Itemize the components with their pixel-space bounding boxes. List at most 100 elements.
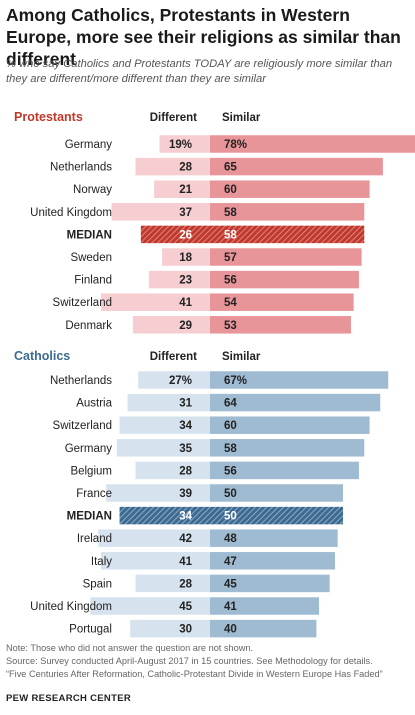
brand-logo: PEW RESEARCH CENTER [6,693,131,704]
france-different-bar [106,484,210,502]
sweden-category-label: Sweden [70,252,112,264]
switzerland-different-bar [119,416,210,434]
france-similar-value: 50 [224,488,237,500]
belgium-category-label: Belgium [70,465,112,477]
ireland-different-bar [98,529,210,547]
median-similar-value: 58 [224,229,237,241]
finland-different-value: 23 [179,275,192,287]
switzerland-category-label: Switzerland [53,420,112,432]
denmark-similar-bar [210,316,351,334]
similar-column-header: Similar [222,351,261,363]
switzerland-similar-bar [210,293,354,311]
italy-similar-bar [210,552,336,570]
chart-subtitle: % who say Catholics and Protestants TODA… [6,58,393,85]
netherlands-similar-bar [210,371,389,389]
diverging-bar-chart: Protestants Different Similar Germany 19% 78%… [14,110,415,638]
report-text: “Five Centuries After Reformation, Catho… [6,669,383,679]
netherlands-category-label: Netherlands [50,162,112,174]
catholics-group-label: Catholics [14,349,70,363]
switzerland-category-label: Switzerland [53,297,112,309]
norway-category-label: Norway [73,184,112,196]
germany-similar-bar [210,439,365,457]
median-similar-bar [210,225,365,244]
united-kingdom-different-value: 37 [179,207,192,219]
ireland-category-label: Ireland [77,533,112,545]
portugal-different-bar [130,619,210,638]
denmark-category-label: Denmark [65,320,112,332]
median-different-bar [119,506,210,525]
different-column-header: Different [150,351,197,363]
finland-different-bar [148,270,210,289]
portugal-similar-value: 40 [224,624,237,636]
norway-similar-value: 60 [224,184,237,196]
germany-similar-value: 58 [224,443,237,455]
sweden-similar-bar [210,248,362,266]
switzerland-similar-value: 54 [224,297,237,309]
median-similar-value: 50 [224,511,237,523]
norway-different-value: 21 [179,184,192,196]
chart-title: Among Catholics, Protestants in Western … [6,5,401,69]
median-different-bar [140,225,210,244]
sweden-similar-value: 57 [224,252,237,264]
austria-different-value: 31 [179,398,192,410]
finland-category-label: Finland [74,275,112,287]
portugal-category-label: Portugal [69,624,112,636]
portugal-similar-bar [210,619,317,638]
protestants-panel: Protestants Different Similar Germany 19% 78%… [14,110,415,334]
austria-similar-bar [210,393,381,412]
united-kingdom-category-label: United Kingdom [30,207,112,219]
belgium-different-bar [135,461,210,480]
spain-similar-value: 45 [224,578,237,590]
netherlands-similar-value: 65 [224,162,237,174]
catholics-panel: Catholics Different Similar Netherlands 27% 6… [14,349,389,638]
sweden-different-bar [162,248,210,266]
france-similar-bar [210,484,343,502]
germany-category-label: Germany [65,443,113,455]
switzerland-different-value: 34 [179,420,192,432]
germany-similar-bar [210,135,415,153]
spain-similar-bar [210,574,330,593]
austria-different-bar [127,393,210,412]
united-kingdom-different-bar [111,203,210,221]
italy-different-bar [100,552,210,570]
netherlands-similar-bar [210,157,383,176]
finland-similar-bar [210,270,359,289]
denmark-different-bar [132,316,210,334]
denmark-different-value: 29 [179,320,192,332]
italy-different-value: 41 [179,556,192,568]
netherlands-different-bar [138,371,210,389]
different-column-header: Different [150,112,197,124]
note-text: Note: Those who did not answer the quest… [6,643,254,653]
spain-different-value: 28 [179,578,192,590]
sweden-different-value: 18 [179,252,192,264]
belgium-similar-value: 56 [224,465,237,477]
germany-different-value: 35 [179,443,192,455]
united-kingdom-similar-bar [210,597,320,615]
germany-different-value: 19% [169,139,192,151]
netherlands-different-value: 28 [179,162,192,174]
netherlands-similar-value: 67% [224,375,247,387]
source-text: Source: Survey conducted April-August 20… [6,656,373,666]
ireland-different-value: 42 [179,533,192,545]
united-kingdom-similar-value: 41 [224,601,237,613]
ireland-similar-value: 48 [224,533,237,545]
spain-different-bar [135,574,210,593]
switzerland-similar-bar [210,416,370,434]
germany-similar-value: 78% [224,139,247,151]
netherlands-different-value: 27% [169,375,192,387]
median-different-value: 26 [179,229,192,241]
norway-similar-bar [210,180,370,198]
germany-different-bar [116,439,210,457]
united-kingdom-similar-value: 58 [224,207,237,219]
netherlands-category-label: Netherlands [50,375,112,387]
spain-category-label: Spain [83,578,112,590]
similar-column-header: Similar [222,112,261,124]
austria-category-label: Austria [76,398,112,410]
median-different-value: 34 [179,511,192,523]
austria-similar-value: 64 [224,398,237,410]
germany-different-bar [159,135,210,153]
ireland-similar-bar [210,529,338,547]
denmark-similar-value: 53 [224,320,237,332]
united-kingdom-category-label: United Kingdom [30,601,112,613]
netherlands-different-bar [135,157,210,176]
